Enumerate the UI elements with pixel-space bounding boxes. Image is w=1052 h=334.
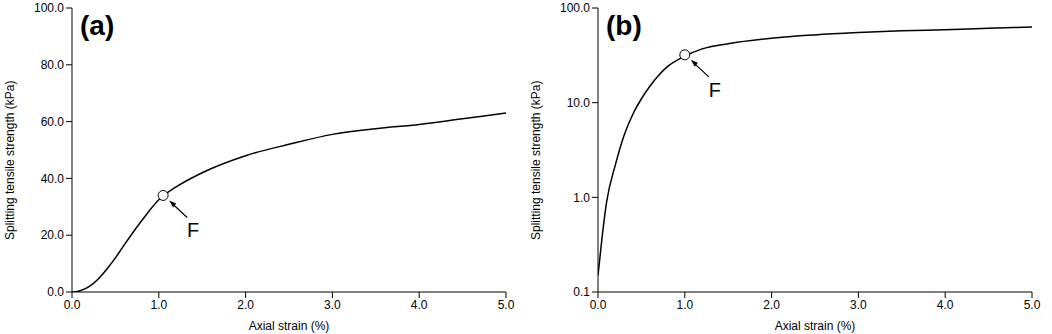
svg-text:5.0: 5.0 [1024,298,1041,312]
svg-text:F: F [709,79,721,101]
svg-text:20.0: 20.0 [41,228,65,242]
html-text:(b): (b) [606,10,642,41]
svg-text:Axial strain (%): Axial strain (%) [775,319,856,333]
svg-text:0.1: 0.1 [573,285,590,299]
svg-text:0.0: 0.0 [64,298,81,312]
svg-text:60.0: 60.0 [41,115,65,129]
svg-text:5.0: 5.0 [498,298,515,312]
svg-text:1.0: 1.0 [573,191,590,205]
svg-text:1.0: 1.0 [676,298,693,312]
svg-text:Splitting tensile strength (kP: Splitting tensile strength (kPa) [529,81,543,240]
svg-text:2.0: 2.0 [763,298,780,312]
svg-text:0.0: 0.0 [590,298,607,312]
svg-text:3.0: 3.0 [850,298,867,312]
svg-text:4.0: 4.0 [411,298,428,312]
svg-text:10.0: 10.0 [567,96,591,110]
svg-text:80.0: 80.0 [41,58,65,72]
svg-text:3.0: 3.0 [324,298,341,312]
svg-text:4.0: 4.0 [937,298,954,312]
svg-text:Splitting tensile strength (kP: Splitting tensile strength (kPa) [3,81,17,240]
svg-text:0.0: 0.0 [47,285,64,299]
svg-text:2.0: 2.0 [237,298,254,312]
svg-text:100.0: 100.0 [560,1,590,15]
svg-text:Axial strain (%): Axial strain (%) [249,319,330,333]
svg-text:40.0: 40.0 [41,172,65,186]
svg-text:F: F [187,219,199,241]
svg-text:1.0: 1.0 [150,298,167,312]
html-text:(a): (a) [80,10,115,41]
svg-text:100.0: 100.0 [34,1,64,15]
